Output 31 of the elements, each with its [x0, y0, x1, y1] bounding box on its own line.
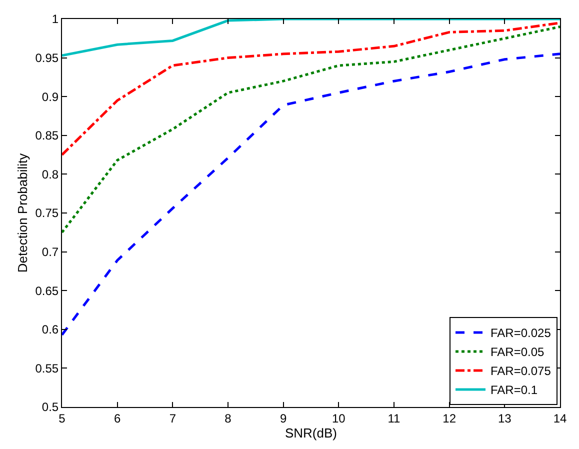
x-tick-label: 14	[553, 411, 567, 426]
x-tick-label: 9	[280, 411, 287, 426]
x-tick-label: 12	[442, 411, 456, 426]
x-tick-label: 6	[114, 411, 121, 426]
legend-label: FAR=0.1	[490, 383, 538, 398]
x-tick-label: 8	[224, 411, 232, 426]
y-tick-label: 0.7	[42, 245, 59, 259]
x-tick-label: 13	[498, 411, 512, 426]
y-tick-label: 0.6	[42, 322, 59, 337]
y-tick-label: 0.55	[35, 361, 59, 376]
legend-label: FAR=0.075	[490, 364, 552, 378]
line-series	[62, 26, 560, 234]
x-tick-label: 11	[388, 411, 401, 426]
line-series	[62, 22, 560, 156]
y-tick-label: 0.9	[42, 90, 59, 104]
legend-label: FAR=0.025	[490, 326, 552, 340]
legend-label: FAR=0.05	[490, 345, 545, 360]
y-tick-label: 0.85	[35, 128, 59, 143]
y-tick-label: 1	[52, 12, 59, 26]
y-tick-label: 0.75	[35, 206, 59, 220]
y-tick-label: 0.95	[35, 51, 59, 65]
line-series	[62, 52, 560, 336]
x-axis-title: SNR(dB)	[284, 425, 338, 440]
x-tick-label: 5	[58, 411, 66, 426]
y-tick-label: 0.8	[42, 167, 59, 182]
x-tick-label: 10	[332, 411, 346, 426]
line-series	[62, 19, 560, 57]
x-tick-label: 7	[169, 411, 176, 426]
y-tick-label: 0.65	[35, 284, 59, 298]
y-tick-label: 0.5	[42, 400, 59, 414]
y-axis-title: Detection Probability	[15, 152, 30, 273]
